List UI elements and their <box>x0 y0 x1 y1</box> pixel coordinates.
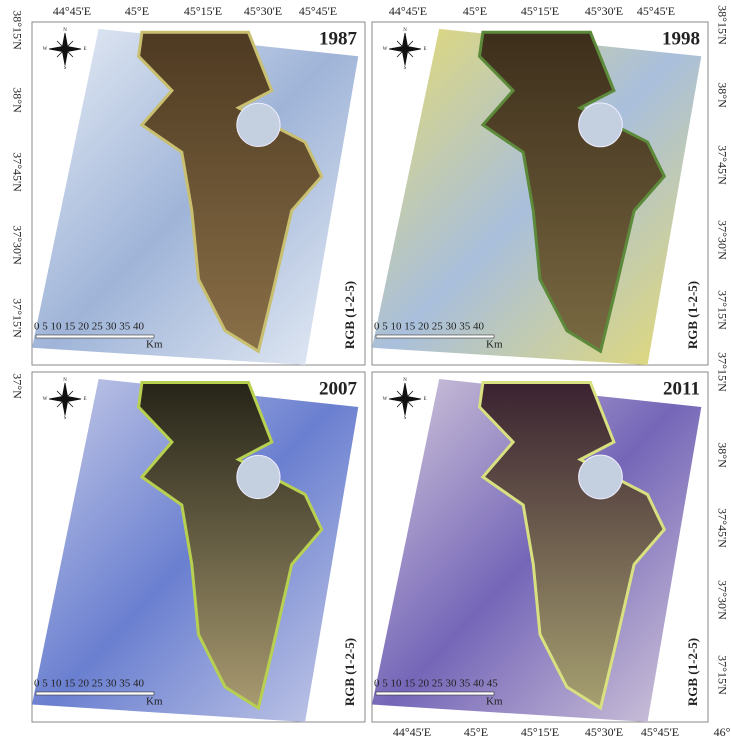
latitude-label: 37°15'N <box>10 298 24 338</box>
scale-bar <box>36 335 154 338</box>
longitude-label: 45°30'E <box>585 725 623 739</box>
compass-s: S <box>404 66 407 71</box>
scale-bar <box>36 692 154 695</box>
latitude-label: 38°N <box>10 87 24 113</box>
year-label: 2007 <box>319 378 358 399</box>
compass-n: N <box>63 378 67 383</box>
longitude-label: 44°45'E <box>389 4 427 18</box>
year-label: 1998 <box>662 28 700 49</box>
latitude-label: 37°30'N <box>715 220 729 260</box>
longitude-label: 45°45'E <box>299 4 337 18</box>
year-label: 1987 <box>319 28 358 49</box>
longitude-label: 45°E <box>125 4 149 18</box>
longitude-label: 45°30'E <box>244 4 282 18</box>
longitude-label: 46° <box>714 725 731 739</box>
longitude-label: 45°45'E <box>637 4 675 18</box>
compass-n: N <box>403 378 407 383</box>
longitude-label: 44°45'E <box>393 725 431 739</box>
compass-s: S <box>64 416 67 421</box>
scale-numbers: 0 5 10 15 20 25 30 35 40 <box>374 321 485 333</box>
latitude-label: 37°15'N <box>715 352 729 392</box>
latitude-label: 37°15'N <box>715 290 729 330</box>
compass-n: N <box>403 28 407 33</box>
latitude-label: 38°15'N <box>10 10 24 50</box>
longitude-label: 45°15'E <box>521 4 559 18</box>
figure: N S W E 1987 RGB (1-2-5) 0 5 10 15 20 25 30 35… <box>0 0 731 742</box>
longitude-label: 45°45'E <box>641 725 679 739</box>
compass-s: S <box>64 66 67 71</box>
compass-w: W <box>383 397 388 402</box>
longitude-label: 45°15'E <box>184 4 222 18</box>
year-label: 2011 <box>663 378 700 399</box>
compass-w: W <box>43 397 48 402</box>
island <box>237 103 280 146</box>
compass-e: E <box>83 397 86 402</box>
compass-e: E <box>83 47 86 52</box>
scale-unit: Km <box>146 696 163 708</box>
band-label: RGB (1-2-5) <box>685 281 700 349</box>
compass-s: S <box>404 416 407 421</box>
scale-bar <box>376 335 494 338</box>
island <box>579 455 623 499</box>
latitude-label: 37°15'N <box>715 655 729 695</box>
latitude-label: 38°15'N <box>715 5 729 45</box>
compass-n: N <box>63 28 67 33</box>
island <box>579 103 623 147</box>
band-label: RGB (1-2-5) <box>342 281 357 349</box>
latitude-label: 37°45'N <box>715 145 729 185</box>
latitude-label: 38°N <box>715 442 729 468</box>
band-label: RGB (1-2-5) <box>685 638 700 706</box>
longitude-label: 44°45'E <box>53 4 91 18</box>
island <box>237 455 280 498</box>
compass-e: E <box>423 397 426 402</box>
compass-w: W <box>43 47 48 52</box>
scale-unit: Km <box>486 339 503 351</box>
latitude-label: 37°30'N <box>10 225 24 265</box>
compass-w: W <box>383 47 388 52</box>
latitude-label: 37°45'N <box>10 152 24 192</box>
scale-numbers: 0 5 10 15 20 25 30 35 40 <box>34 678 145 690</box>
scale-numbers: 0 5 10 15 20 25 30 35 40 45 <box>374 678 498 690</box>
scale-unit: Km <box>486 696 503 708</box>
compass-e: E <box>423 47 426 52</box>
longitude-label: 45°E <box>463 4 487 18</box>
longitude-label: 45°E <box>464 725 488 739</box>
latitude-label: 37°N <box>10 373 24 399</box>
latitude-label: 38°N <box>715 82 729 108</box>
band-label: RGB (1-2-5) <box>342 638 357 706</box>
latitude-label: 37°45'N <box>715 508 729 548</box>
longitude-label: 45°15'E <box>521 725 559 739</box>
scale-bar <box>376 692 494 695</box>
scale-unit: Km <box>146 339 163 351</box>
scale-numbers: 0 5 10 15 20 25 30 35 40 <box>34 321 145 333</box>
longitude-label: 45°30'E <box>585 4 623 18</box>
latitude-label: 37°30'N <box>715 580 729 620</box>
